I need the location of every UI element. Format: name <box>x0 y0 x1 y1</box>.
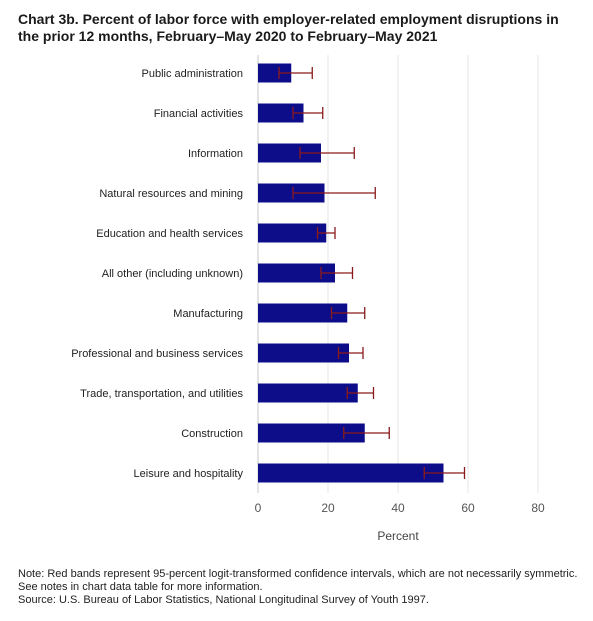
bar <box>258 303 348 323</box>
category-label: Financial activities <box>154 108 244 120</box>
category-label: Leisure and hospitality <box>134 468 244 480</box>
category-label: Public administration <box>142 68 244 80</box>
bars <box>258 63 444 483</box>
note-text: Note: Red bands represent 95-percent log… <box>18 568 578 593</box>
category-label: Natural resources and mining <box>99 188 243 200</box>
category-label: Education and health services <box>96 228 243 240</box>
bar <box>258 143 321 163</box>
category-label: Trade, transportation, and utilities <box>80 388 243 400</box>
bar <box>258 183 325 203</box>
bar <box>258 223 327 243</box>
x-tick-label: 40 <box>391 501 405 515</box>
x-tick-label: 0 <box>255 501 262 515</box>
category-label: Construction <box>181 428 243 440</box>
bar <box>258 63 292 83</box>
x-tick-label: 80 <box>531 501 545 515</box>
chart-title: Chart 3b. Percent of labor force with em… <box>18 11 559 44</box>
bar <box>258 383 358 403</box>
bar <box>258 343 349 363</box>
chart-notes: Note: Red bands represent 95-percent log… <box>18 568 583 607</box>
bar <box>258 463 444 483</box>
category-label: Information <box>188 148 243 160</box>
category-label: All other (including unknown) <box>102 268 243 280</box>
x-tick-labels: 0 20 40 60 80 <box>255 501 545 515</box>
category-label: Professional and business services <box>71 348 243 360</box>
source-text: Source: U.S. Bureau of Labor Statistics,… <box>18 594 429 606</box>
x-axis-title: Percent <box>377 529 419 543</box>
x-tick-label: 20 <box>321 501 335 515</box>
category-labels: Public administration Financial activitie… <box>71 68 243 480</box>
error-bars <box>278 67 466 479</box>
bar <box>258 263 335 283</box>
x-tick-label: 60 <box>461 501 475 515</box>
bar <box>258 103 304 123</box>
bar-chart: Public administration Financial activitie… <box>71 55 545 543</box>
category-label: Manufacturing <box>173 308 243 320</box>
bar <box>258 423 365 443</box>
